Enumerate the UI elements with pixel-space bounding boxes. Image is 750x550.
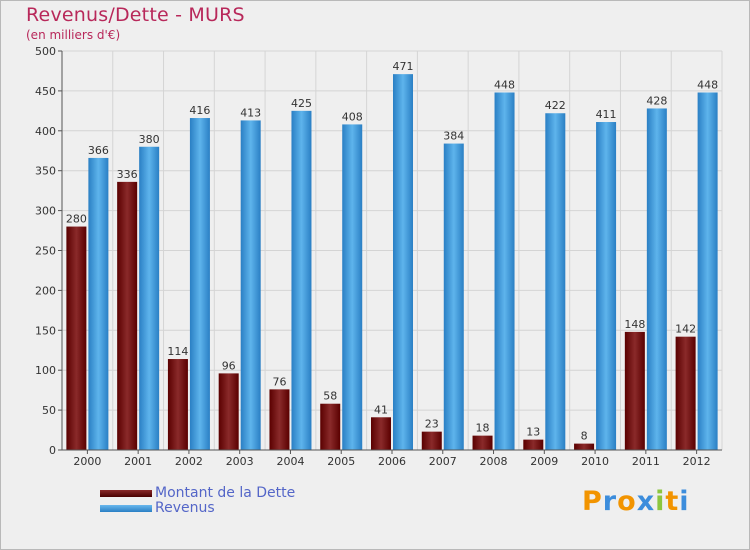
y-tick-label: 200 [35,284,56,297]
y-tick-label: 0 [49,444,56,457]
data-label: 18 [476,422,490,435]
data-label: 411 [596,108,617,121]
y-tick-label: 350 [35,165,56,178]
bar-revenus [240,120,261,451]
x-tick-label: 2009 [530,455,558,468]
data-label: 58 [323,390,337,403]
data-label: 448 [494,78,515,91]
grid-lines [61,50,723,451]
data-label: 142 [675,323,696,336]
x-tick-label: 2002 [175,455,203,468]
x-tick-label: 2011 [632,455,660,468]
data-label: 13 [526,426,540,439]
legend-swatch-revenus [100,505,152,512]
bar-revenus [189,118,210,451]
x-tick-label: 2007 [429,455,457,468]
data-label: 422 [545,99,566,112]
bar-dette [117,181,138,450]
data-label: 280 [66,213,87,226]
bar-dette [574,443,595,450]
logo-letter: r [602,486,618,517]
bar-revenus [139,146,160,450]
bar-revenus [443,143,464,450]
bar-dette [421,431,442,450]
data-label: 8 [581,430,588,443]
data-label: 471 [393,60,414,73]
logo-letter: x [636,486,656,517]
bar-dette [320,403,341,450]
x-tick-label: 2012 [683,455,711,468]
data-label: 428 [646,94,667,107]
logo-letter: P [582,486,603,517]
bar-dette [624,331,645,450]
x-tick-label: 2004 [276,455,304,468]
data-label: 413 [240,106,261,119]
bar-revenus [291,110,312,450]
bar-revenus [393,74,413,450]
data-label: 76 [272,375,286,388]
y-tick-label: 300 [35,205,56,218]
logo-letter: i [679,486,690,517]
proxiti-logo: Proxiti [582,486,690,517]
y-tick-label: 400 [35,125,56,138]
bar-dette [675,336,696,450]
bar-dette [167,359,188,450]
x-tick-label: 2005 [327,455,355,468]
data-label: 384 [443,130,464,143]
y-tick-label: 500 [35,45,56,58]
data-label: 416 [189,104,210,117]
y-tick-label: 50 [42,404,56,417]
data-label: 448 [697,78,718,91]
bars: 280 366 336 380 114 416 96 413 76 425 58 408 41 471 23… [66,60,718,451]
axes: 0 50 100 150 200 250 300 350 400 450 500 2000 2001 20… [35,45,722,468]
y-tick-label: 450 [35,85,56,98]
data-label: 148 [624,318,645,331]
data-label: 41 [374,403,388,416]
bar-revenus [646,108,667,451]
bar-revenus [88,157,109,450]
x-tick-label: 2000 [73,455,101,468]
x-tick-label: 2001 [124,455,152,468]
bar-dette [218,373,239,450]
data-label: 366 [88,144,109,157]
data-label: 336 [117,168,138,181]
data-label: 380 [139,133,160,146]
data-label: 96 [222,359,236,372]
data-label: 408 [342,110,363,123]
logo-letter: o [617,486,637,517]
y-tick-label: 150 [35,324,56,337]
x-tick-label: 2008 [480,455,508,468]
legend-label-dette: Montant de la Dette [155,485,296,501]
legend-swatch-dette [100,490,152,497]
data-label: 23 [425,418,439,431]
x-tick-label: 2006 [378,455,406,468]
bar-revenus [545,113,566,450]
y-tick-label: 100 [35,364,56,377]
bar-dette [523,439,544,450]
bar-revenus [596,122,617,450]
bar-revenus [697,92,718,450]
bar-dette [472,435,493,450]
data-label: 114 [167,345,188,358]
x-tick-label: 2003 [226,455,254,468]
legend-label-revenus: Revenus [155,500,215,516]
bar-dette [269,389,290,450]
x-tick-label: 2010 [581,455,609,468]
bar-revenus [342,124,363,450]
logo-letter: t [665,486,680,517]
bar-revenus [494,92,515,450]
chart-subtitle: (en milliers d'€) [26,28,121,42]
data-label: 425 [291,97,312,110]
bar-dette [66,226,87,450]
logo-letter: i [655,486,666,517]
chart-title: Revenus/Dette - MURS [26,4,245,26]
bar-dette [371,417,391,450]
y-tick-label: 250 [35,245,56,258]
